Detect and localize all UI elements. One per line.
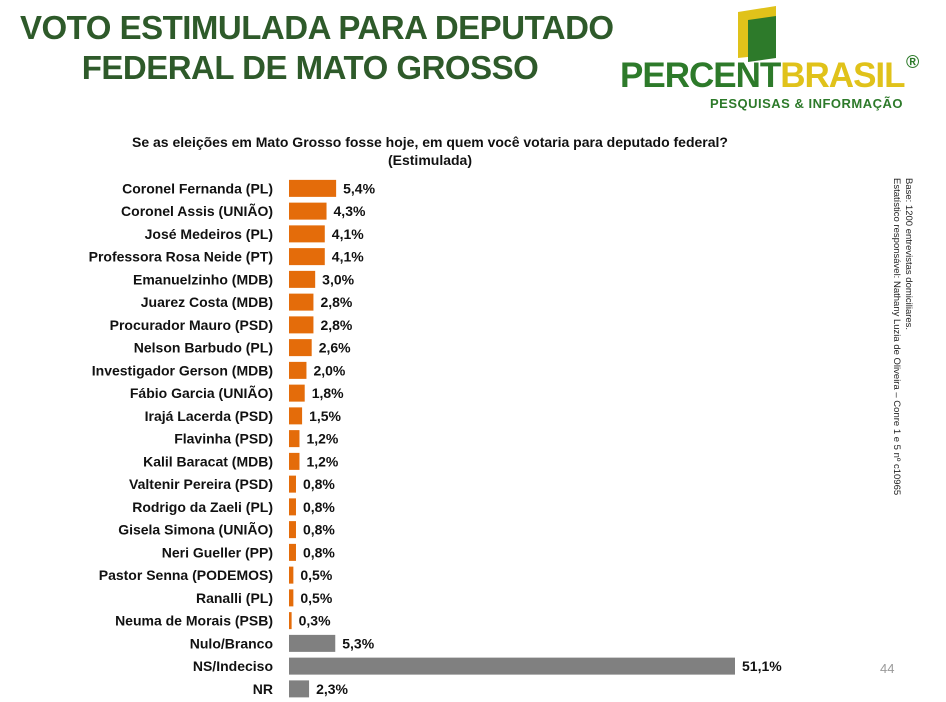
methodology-base: Base: 1200 entrevistas domiciliares. [903,178,914,331]
bar [289,634,336,652]
page-number: 44 [880,661,895,676]
value-label: 51,1% [742,658,782,674]
category-label: José Medeiros (PL) [145,226,273,242]
bar [289,384,305,402]
bar [289,589,294,607]
value-label: 0,8% [303,476,335,492]
value-label: 1,8% [312,385,344,401]
bar [289,361,307,379]
bar [289,248,325,266]
bar [289,407,303,425]
bar [289,521,296,539]
category-label: Procurador Mauro (PSD) [110,317,273,333]
category-label: Coronel Fernanda (PL) [122,180,273,196]
bar [289,498,296,516]
bar [289,452,300,470]
logo-wordmark-brasil: BRASIL [780,56,905,95]
value-label: 0,5% [300,567,332,583]
category-label: Fábio Garcia (UNIÃO) [130,384,273,401]
value-label: 4,1% [332,226,364,242]
value-label: 2,8% [320,317,352,333]
bar [289,225,325,243]
category-label: Emanuelzinho (MDB) [133,271,273,287]
category-label: Coronel Assis (UNIÃO) [121,202,273,219]
bar [289,316,314,334]
category-label: Juarez Costa (MDB) [141,294,273,310]
registered-mark: ® [906,52,920,72]
value-label: 2,3% [316,681,348,697]
value-label: 0,8% [303,499,335,515]
bar [289,657,735,675]
bar [289,612,292,630]
bar [289,293,314,311]
bar [289,430,300,448]
value-label: 0,8% [303,544,335,560]
category-label: Professora Rosa Neide (PT) [89,249,273,265]
methodology-note: Base: 1200 entrevistas domiciliares. Est… [890,178,914,495]
methodology-statistician: Estatístico responsável: Nathany Luzia d… [891,178,902,496]
value-label: 0,3% [299,613,331,629]
value-label: 5,3% [342,635,374,651]
question-line-1: Se as eleições em Mato Grosso fosse hoje… [132,134,728,150]
title-line-1: VOTO ESTIMULADA PARA DEPUTADO [20,9,614,46]
bar [289,680,310,698]
category-label: Investigador Gerson (MDB) [92,362,273,378]
logo-flag-icon [738,6,776,62]
value-label: 1,2% [306,453,338,469]
value-label: 5,4% [343,180,375,196]
category-label: Kalil Baracat (MDB) [143,453,273,469]
category-label: Flavinha (PSD) [174,431,273,447]
value-label: 1,5% [309,408,341,424]
percentbrasil-logo: PERCENTBRASIL ® PESQUISAS & INFORMAÇÃO [614,4,934,114]
category-label: Neri Gueller (PP) [162,544,273,560]
category-label: Rodrigo da Zaeli (PL) [132,499,273,515]
category-label: NS/Indeciso [193,658,273,674]
category-label: Gisela Simona (UNIÃO) [118,521,273,538]
bar [289,339,312,357]
category-label: Nelson Barbudo (PL) [134,340,273,356]
title-line-2: FEDERAL DE MATO GROSSO [81,49,539,86]
bar [289,202,327,220]
bar [289,179,337,197]
value-label: 2,8% [320,294,352,310]
category-label: Nulo/Branco [190,635,273,651]
value-label: 1,2% [306,431,338,447]
category-label: Valtenir Pereira (PSD) [129,476,273,492]
category-label: NR [253,681,273,697]
value-label: 4,1% [332,249,364,265]
value-label: 0,5% [300,590,332,606]
value-label: 3,0% [322,271,354,287]
value-label: 2,6% [319,340,351,356]
value-label: 4,3% [334,203,366,219]
category-label: Neuma de Morais (PSB) [115,613,273,629]
logo-tagline: PESQUISAS & INFORMAÇÃO [710,96,904,111]
survey-question: Se as eleições em Mato Grosso fosse hoje… [60,133,800,169]
category-label: Irajá Lacerda (PSD) [145,408,273,424]
bar [289,566,294,584]
logo-wordmark-percent: PERCENT [620,56,781,95]
value-label: 0,8% [303,522,335,538]
logo-wordmark: PERCENTBRASIL [620,56,906,96]
bar [289,475,296,493]
bar [289,543,296,561]
page-title: VOTO ESTIMULADA PARA DEPUTADO FEDERAL DE… [20,8,614,88]
category-label: Ranalli (PL) [196,590,273,606]
category-label: Pastor Senna (PODEMOS) [99,567,273,583]
value-label: 2,0% [313,362,345,378]
question-line-2: (Estimulada) [387,152,472,168]
bar [289,270,316,288]
